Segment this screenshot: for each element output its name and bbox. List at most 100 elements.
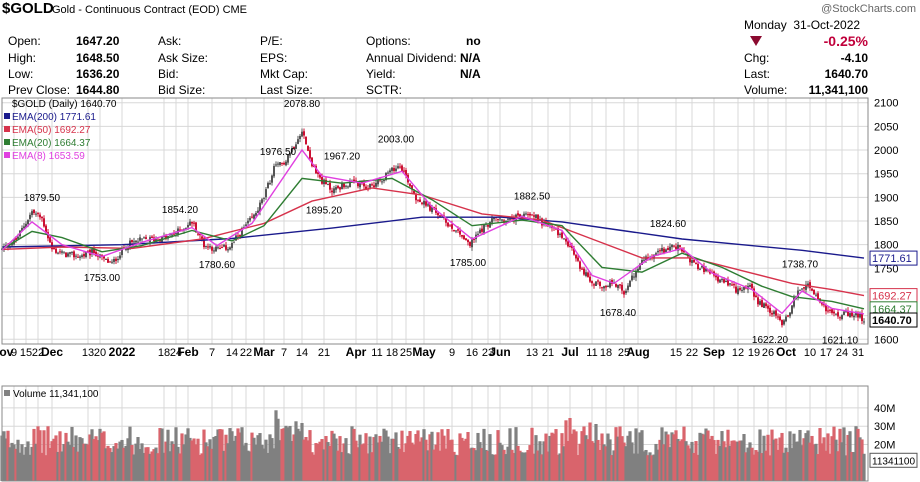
volume-bar <box>70 426 74 481</box>
volume-bar <box>192 438 196 481</box>
volume-bar <box>802 438 806 481</box>
price-bar-body <box>327 184 329 186</box>
price-bar-body <box>779 316 781 321</box>
time-axis-tick: 9 <box>449 347 455 359</box>
price-bar-body <box>411 185 413 190</box>
price-bar-body <box>691 260 693 263</box>
time-axis-tick: Sep <box>703 345 725 359</box>
volume-bar <box>232 440 236 481</box>
price-bar-body <box>315 165 317 174</box>
volume-bar <box>244 442 248 481</box>
volume-bar <box>502 449 506 481</box>
volume-bar <box>696 454 700 481</box>
time-axis-tick: 24 <box>836 347 848 359</box>
volume-bar <box>454 454 458 481</box>
volume-bar <box>360 444 364 481</box>
volume-bar <box>342 443 346 481</box>
price-bar-body <box>399 166 401 168</box>
sctr-label: SCTR: <box>366 83 402 97</box>
volume-bar <box>318 441 322 481</box>
price-bar-body <box>863 321 865 323</box>
price-bar-body <box>799 289 801 291</box>
volume-bar <box>138 448 142 481</box>
volume-bar <box>708 438 712 481</box>
price-bar-body <box>637 268 639 272</box>
volume-bar <box>662 444 666 481</box>
price-bar-body <box>769 307 771 313</box>
price-bar-body <box>593 284 595 286</box>
price-bar-body <box>233 241 235 243</box>
volume-bar <box>294 421 298 481</box>
time-axis-tick: 17 <box>820 347 832 359</box>
volume-bar <box>484 449 488 481</box>
volume-bar <box>12 444 16 481</box>
volume-bar <box>220 429 224 481</box>
mkt-cap-label: Mkt Cap: <box>260 67 309 81</box>
price-bar-body <box>73 251 75 258</box>
price-bar-body <box>655 253 657 255</box>
volume-bar <box>158 428 162 481</box>
volume-bar <box>602 444 606 481</box>
volume-bar <box>182 444 186 481</box>
volume-bar <box>718 445 722 481</box>
volume-bar <box>788 431 792 481</box>
volume-panel-border <box>1 385 869 482</box>
time-axis-tick: 14 <box>226 347 238 359</box>
volume-bar <box>480 448 484 481</box>
volume-bar <box>302 439 306 481</box>
price-bar-body <box>117 259 119 261</box>
price-axis-tick: 2000 <box>874 145 898 157</box>
volume-bar <box>460 437 464 481</box>
price-bar-body <box>557 227 559 236</box>
price-bar-body <box>635 270 637 278</box>
volume-bar <box>438 450 442 481</box>
price-bar-body <box>615 283 617 287</box>
price-bar-body <box>331 190 333 193</box>
legend-swatch-ema50 <box>4 126 10 132</box>
price-bar-body <box>689 257 691 263</box>
volume-bar <box>494 454 498 481</box>
price-bar-body <box>457 229 459 231</box>
price-bar-body <box>257 210 259 213</box>
volume-bar <box>412 444 416 481</box>
volume-bar <box>224 434 228 481</box>
volume-bar <box>410 442 414 481</box>
volume-bar <box>782 452 786 481</box>
time-axis-tick: Aug <box>626 345 649 359</box>
volume-bar <box>16 439 20 481</box>
price-bar-body <box>537 214 539 220</box>
volume-bar <box>106 445 110 481</box>
time-axis-tick: 22 <box>32 347 44 359</box>
price-axis-tick: 1600 <box>874 334 898 346</box>
price-bar-body <box>793 297 795 307</box>
price-bar-body <box>683 250 685 253</box>
volume-bar <box>740 440 744 481</box>
volume-bar <box>792 433 796 481</box>
volume-bar <box>452 451 456 481</box>
volume-bar <box>492 454 496 481</box>
volume-bar <box>404 443 408 481</box>
volume-bar <box>110 452 114 481</box>
volume-bar <box>476 432 480 481</box>
volume-bar <box>152 449 156 481</box>
volume-bar <box>198 454 202 481</box>
volume-bar <box>486 450 490 481</box>
price-bar-body <box>731 284 733 286</box>
price-bar-body <box>675 246 677 250</box>
price-bar-body <box>701 265 703 268</box>
volume-bar <box>132 454 136 481</box>
volume-bar <box>374 434 378 481</box>
price-bar-body <box>749 285 751 287</box>
price-bar-body <box>529 213 531 216</box>
volume-bar <box>674 430 678 481</box>
time-axis-tick: 12 <box>732 347 744 359</box>
volume-bar <box>472 448 476 481</box>
volume-bar <box>334 438 338 481</box>
volume-bar <box>560 433 564 481</box>
volume-bar <box>694 441 698 481</box>
volume-bar <box>582 426 586 481</box>
volume-bar <box>838 428 842 481</box>
volume-bar <box>180 433 184 481</box>
volume-bar <box>166 429 170 481</box>
price-bar-body <box>195 222 197 233</box>
